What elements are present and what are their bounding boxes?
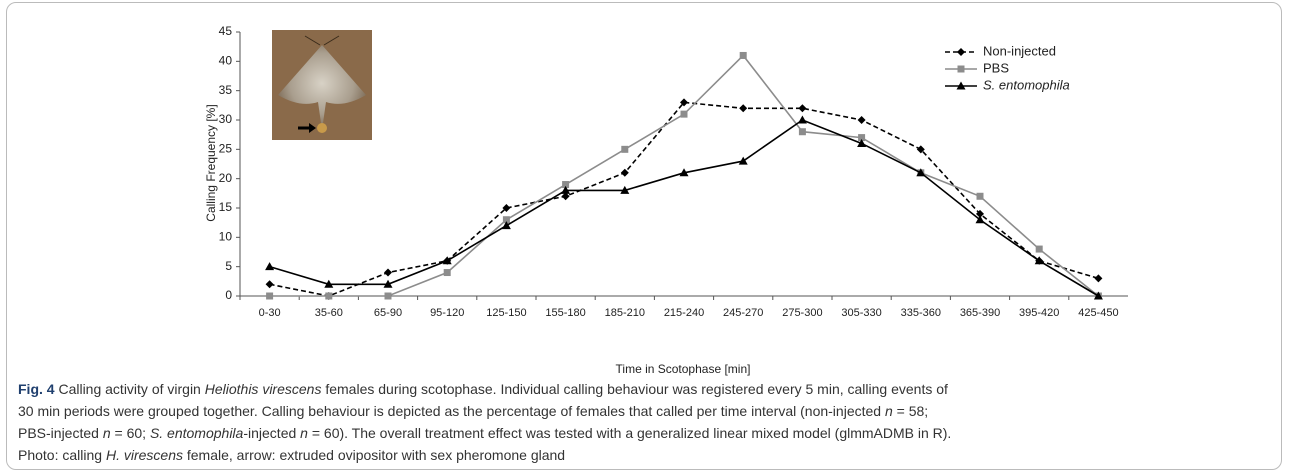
x-tick-label: 305-330 (841, 307, 881, 319)
caption-line: Photo: calling H. virescens female, arro… (18, 444, 951, 466)
marker (799, 128, 806, 135)
marker (798, 104, 806, 112)
series-line (270, 102, 1099, 296)
caption-run: n (103, 425, 111, 441)
y-tick-label: 25 (219, 142, 233, 156)
y-tick-label: 10 (219, 230, 233, 244)
caption-run: Fig. 4 (18, 381, 55, 397)
marker (958, 66, 965, 73)
caption-run: Heliothis virescens (205, 381, 322, 397)
x-tick-label: 395-420 (1019, 307, 1059, 319)
caption-line: 30 min periods were grouped together. Ca… (18, 400, 951, 422)
caption: Fig. 4 Calling activity of virgin Heliot… (18, 378, 951, 466)
marker (266, 280, 274, 288)
caption-run: H. virescens (106, 447, 183, 463)
caption-run: n (300, 425, 308, 441)
caption-run: females during scotophase. Individual ca… (321, 381, 947, 397)
y-tick-label: 40 (219, 54, 233, 68)
caption-line: Fig. 4 Calling activity of virgin Heliot… (18, 378, 951, 400)
marker (1036, 246, 1043, 253)
y-axis-label: Calling Frequency [%] (204, 104, 218, 221)
y-tick-label: 20 (219, 171, 233, 185)
legend-label: PBS (983, 60, 1009, 75)
y-tick-label: 15 (219, 200, 233, 214)
caption-run: Calling activity of virgin (55, 381, 205, 397)
x-tick-label: 185-210 (605, 307, 645, 319)
y-tick-label: 45 (219, 24, 233, 38)
marker (739, 104, 747, 112)
x-tick-label: 35-60 (315, 307, 343, 319)
marker (621, 146, 628, 153)
marker (681, 111, 688, 118)
caption-run: PBS-injected (18, 425, 103, 441)
chart: Calling Frequency [%] Time in Scotophase… (0, 0, 1290, 380)
x-tick-label: 335-360 (901, 307, 941, 319)
y-tick-label: 30 (219, 112, 233, 126)
caption-run: = 60; (111, 425, 150, 441)
marker (740, 52, 747, 59)
marker (265, 262, 274, 270)
caption-run: -injected (243, 425, 300, 441)
x-tick-label: 425-450 (1078, 307, 1118, 319)
caption-run: = 58; (893, 403, 928, 419)
marker (1094, 274, 1102, 282)
marker (957, 48, 965, 56)
marker (266, 293, 273, 300)
legend-label: Non-injected (983, 43, 1056, 58)
legend-label: S. entomophila (983, 77, 1070, 92)
caption-run: = 60). The overall treatment effect was … (308, 425, 951, 441)
caption-run: n (885, 403, 893, 419)
marker (325, 293, 332, 300)
x-tick-label: 155-180 (545, 307, 585, 319)
x-tick-label: 125-150 (486, 307, 526, 319)
caption-run: 30 min periods were grouped together. Ca… (18, 403, 885, 419)
marker (384, 269, 392, 277)
marker (444, 269, 451, 276)
x-tick-label: 0-30 (259, 307, 281, 319)
x-tick-label: 275-300 (782, 307, 822, 319)
caption-run: female, arrow: extruded ovipositor with … (183, 447, 565, 463)
x-tick-label: 365-390 (960, 307, 1000, 319)
y-tick-label: 5 (225, 259, 232, 273)
marker (739, 157, 748, 165)
marker (858, 116, 866, 124)
x-tick-label: 65-90 (374, 307, 402, 319)
caption-line: PBS-injected n = 60; S. entomophila-inje… (18, 422, 951, 444)
photo-inset (272, 30, 372, 140)
x-tick-label: 95-120 (430, 307, 464, 319)
marker (385, 293, 392, 300)
x-tick-label: 215-240 (664, 307, 704, 319)
caption-run: S. entomophila (150, 425, 243, 441)
y-tick-label: 0 (225, 288, 232, 302)
y-tick-label: 35 (219, 83, 233, 97)
x-axis-label: Time in Scotophase [min] (616, 362, 751, 376)
marker (621, 169, 629, 177)
marker (798, 116, 807, 124)
caption-run: Photo: calling (18, 447, 106, 463)
x-tick-label: 245-270 (723, 307, 763, 319)
page: Calling Frequency [%] Time in Scotophase… (0, 0, 1290, 474)
marker (977, 193, 984, 200)
